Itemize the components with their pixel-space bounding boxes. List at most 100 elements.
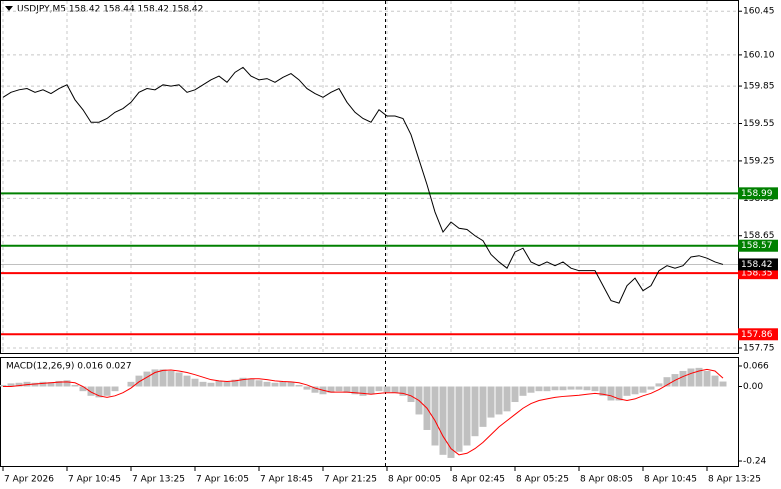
macd-bar (183, 375, 191, 387)
macd-bar (223, 381, 231, 387)
macd-bar (519, 386, 527, 396)
macd-bar (695, 367, 703, 387)
macd-bar (383, 386, 391, 393)
macd-bar (535, 386, 543, 392)
x-tick-label: 8 Apr 05:25 (516, 475, 569, 485)
macd-bar (7, 383, 15, 387)
macd-bar (439, 386, 447, 455)
macd-bar (95, 386, 103, 398)
macd-bar (175, 372, 183, 387)
level-label-box (738, 187, 778, 200)
macd-bar (215, 380, 223, 387)
x-tick-label: 8 Apr 13:25 (708, 475, 761, 485)
macd-bar (207, 382, 215, 387)
signal-line (3, 368, 724, 456)
macd-bar (303, 386, 311, 390)
last-price-label: 158.42 (741, 260, 773, 270)
macd-bar (263, 381, 271, 387)
macd-bar (111, 386, 119, 392)
macd-bar (55, 380, 63, 387)
macd-bar (159, 369, 167, 387)
x-tick-label: 8 Apr 02:45 (452, 475, 505, 485)
x-tick-label: 7 Apr 2026 (4, 475, 54, 485)
macd-bar (471, 386, 479, 437)
macd-bar (503, 386, 511, 412)
x-tick-label: 7 Apr 16:05 (196, 475, 249, 485)
y-tick-label: -0.24 (743, 457, 767, 467)
macd-bar (599, 386, 607, 396)
macd-bar (455, 386, 463, 452)
macd-bar (551, 386, 559, 391)
macd-bar (199, 381, 207, 387)
x-tick-label: 7 Apr 13:25 (132, 475, 185, 485)
y-tick-label: 0.066 (743, 362, 769, 372)
macd-bar (39, 381, 47, 387)
y-tick-label: 159.55 (743, 119, 775, 129)
macd-bar (703, 370, 711, 387)
y-tick-label: 0.00 (743, 382, 763, 392)
macd-bar (639, 386, 647, 393)
macd-bar (391, 386, 399, 393)
macd-bar (191, 378, 199, 387)
level-label: 158.35 (741, 269, 773, 279)
price-title: USDJPY,M5 158.42 158.44 158.42 158.42 (17, 5, 203, 15)
macd-bar (463, 386, 471, 446)
macd-bar (399, 386, 407, 396)
x-tick-label: 7 Apr 10:45 (68, 475, 121, 485)
macd-bar (87, 386, 95, 396)
macd-bar (255, 380, 263, 387)
macd-bar (247, 378, 255, 387)
macd-bar (15, 382, 23, 387)
x-tick-label: 7 Apr 21:25 (324, 475, 377, 485)
x-tick-label: 8 Apr 00:05 (388, 475, 441, 485)
macd-bar (135, 375, 143, 387)
level-label: 157.86 (741, 330, 773, 340)
macd-bar (359, 386, 367, 396)
macd-bar (711, 375, 719, 387)
macd-bar (583, 386, 591, 391)
macd-bar (607, 386, 615, 401)
macd-bar (591, 386, 599, 392)
y-tick-label: 158.65 (743, 231, 775, 241)
price-line (2, 66, 724, 304)
level-label-box (738, 328, 778, 341)
x-tick-label: 8 Apr 10:45 (644, 475, 697, 485)
y-tick-label: 160.45 (743, 7, 775, 17)
macd-bar (71, 384, 79, 387)
macd-bar (567, 386, 575, 390)
macd-bar (79, 386, 87, 392)
price-panel (0, 0, 739, 354)
macd-bar (447, 386, 455, 458)
macd-bar (543, 386, 551, 392)
macd-bar (375, 386, 383, 392)
macd-bar (407, 386, 415, 403)
macd-bar (367, 386, 375, 395)
macd-bar (0, 384, 7, 387)
macd-bar (279, 381, 287, 387)
y-tick-label: 157.75 (743, 344, 775, 354)
macd-bar (719, 381, 727, 387)
macd-bar (431, 386, 439, 446)
macd-bar (623, 386, 631, 396)
macd-bar (151, 369, 159, 387)
macd-bar (311, 386, 319, 393)
macd-bar (127, 381, 135, 387)
macd-bar (479, 386, 487, 427)
y-tick-label: 159.85 (743, 82, 775, 92)
macd-bar (687, 368, 695, 387)
y-tick-label: 160.10 (743, 50, 775, 60)
level-label: 158.57 (741, 241, 773, 251)
macd-panel (0, 357, 739, 467)
macd-bar (631, 386, 639, 395)
macd-bar (487, 386, 495, 418)
macd-bar (559, 386, 567, 391)
level-label: 158.99 (741, 189, 773, 199)
macd-bar (655, 383, 663, 387)
y-tick-label: 159.25 (743, 156, 775, 166)
macd-bar (335, 386, 343, 392)
macd-bar (647, 386, 655, 390)
macd-bar (351, 386, 359, 395)
macd-bar (615, 386, 623, 401)
